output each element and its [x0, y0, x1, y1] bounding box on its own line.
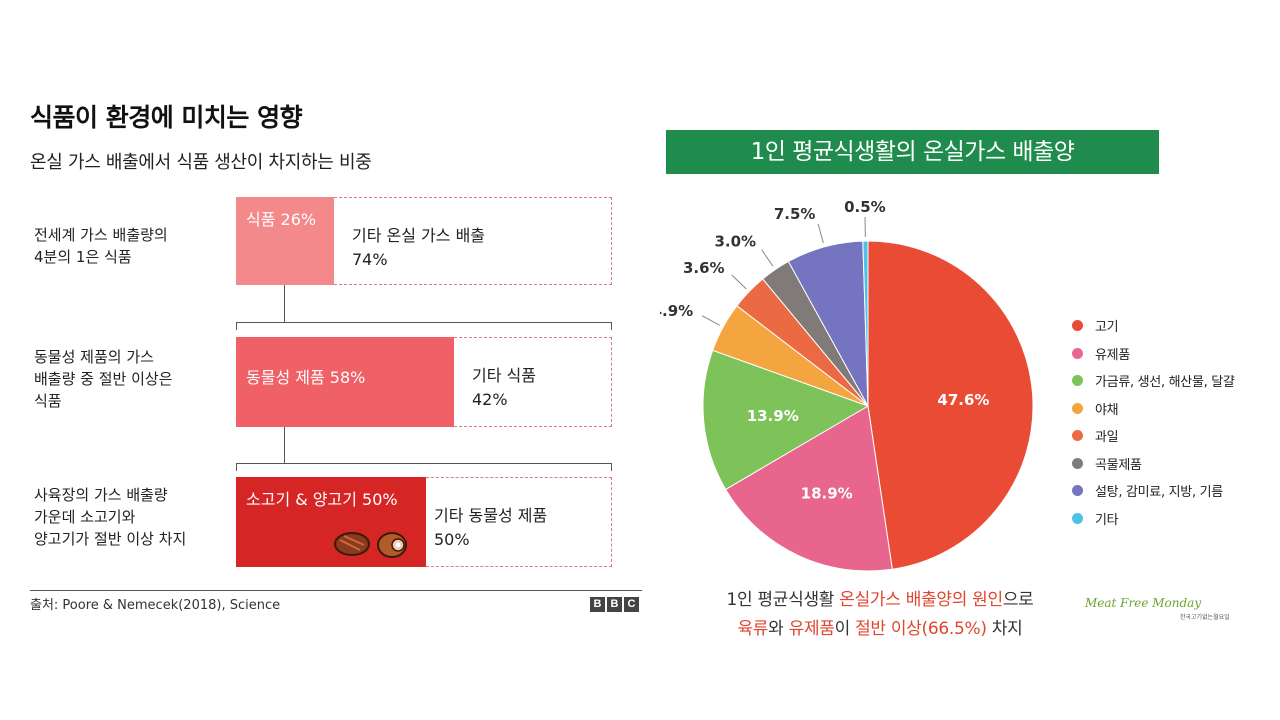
legend-swatch	[1072, 375, 1083, 387]
legend-item: 기타	[1072, 505, 1235, 533]
leader-line	[817, 223, 824, 244]
bbc-logo: B B C	[590, 597, 639, 612]
leader-line	[761, 249, 774, 267]
leader-line	[701, 315, 720, 326]
logo-subtitle: 한국고기없는월요일	[1180, 614, 1230, 621]
slice-value-label: 0.5%	[844, 198, 886, 216]
summary-line-1: 1인 평균식생활 온실가스 배출양의 원인으로	[726, 590, 1034, 610]
legend-item: 곡물제품	[1072, 450, 1235, 478]
pie-slice	[724, 405, 893, 572]
legend-swatch	[1072, 485, 1083, 497]
legend-swatch	[1072, 457, 1083, 469]
legend-label: 가금류, 생선, 해산물, 달걀	[1095, 375, 1235, 391]
bbc-logo-letter: B	[590, 597, 605, 612]
row3-description: 사육장의 가스 배출량 가운데 소고기와 양고기가 절반 이상 차지	[34, 486, 187, 548]
slice-value-label: 3.0%	[714, 232, 756, 250]
slice-value-label: 4.9%	[660, 302, 693, 320]
left-chart-subtitle: 온실 가스 배출에서 식품 생산이 차지하는 비중	[30, 152, 372, 173]
legend-swatch	[1072, 320, 1083, 332]
connector-line	[284, 285, 285, 322]
pie-chart: 47.6% 18.9% 13.9% 4.9% 3.6% 3.0% 7.5% 0.5%	[660, 198, 1034, 572]
meat-free-monday-logo: Meat Free Monday	[1085, 596, 1202, 610]
other-animal-products-box: 기타 동물성 제품 50%	[426, 477, 612, 567]
legend-swatch	[1072, 347, 1083, 359]
meat-icon	[334, 532, 407, 558]
legend-label: 과일	[1095, 430, 1119, 446]
leader-line	[731, 274, 747, 290]
bracket-line	[236, 463, 612, 471]
legend-swatch	[1072, 430, 1083, 442]
legend-label: 고기	[1095, 320, 1119, 336]
row1-description: 전세계 가스 배출량의 4분의 1은 식품	[34, 226, 168, 266]
animal-products-bar: 동물성 제품 58%	[236, 337, 454, 427]
legend-item: 설탕, 감미료, 지방, 기름	[1072, 477, 1235, 505]
legend-item: 과일	[1072, 422, 1235, 450]
beef-lamb-bar: 소고기 & 양고기 50%	[236, 477, 426, 567]
bracket-line	[236, 322, 612, 330]
legend-item: 가금류, 생선, 해산물, 달걀	[1072, 367, 1235, 395]
connector-line	[284, 427, 285, 463]
slice-value-label: 18.9%	[801, 484, 853, 502]
left-chart-title: 식품이 환경에 미치는 영향	[30, 103, 303, 132]
pie-chart-title: 1인 평균식생활의 온실가스 배출양	[666, 130, 1159, 174]
legend-label: 설탕, 감미료, 지방, 기름	[1095, 485, 1223, 501]
bbc-logo-letter: B	[607, 597, 622, 612]
legend-label: 야채	[1095, 402, 1119, 418]
bbc-logo-letter: C	[624, 597, 639, 612]
legend-swatch	[1072, 512, 1083, 524]
other-food-box: 기타 식품 42%	[454, 337, 612, 427]
legend-item: 유제품	[1072, 340, 1235, 368]
slice-value-label: 7.5%	[774, 205, 816, 223]
legend-item: 고기	[1072, 312, 1235, 340]
other-emissions-box: 기타 온실 가스 배출 74%	[334, 197, 612, 285]
pie-slice	[867, 240, 1034, 570]
legend-label: 기타	[1095, 512, 1119, 528]
source-divider	[30, 590, 642, 591]
slice-value-label: 13.9%	[747, 407, 799, 425]
slice-value-label: 3.6%	[683, 259, 725, 277]
legend-label: 곡물제품	[1095, 457, 1142, 473]
row2-description: 동물성 제품의 가스 배출량 중 절반 이상은 식품	[34, 348, 173, 410]
food-share-bar: 식품 26%	[236, 197, 334, 285]
legend-swatch	[1072, 402, 1083, 414]
pie-slice	[702, 349, 870, 491]
legend-item: 야채	[1072, 395, 1235, 423]
slice-value-label: 47.6%	[937, 391, 989, 409]
pie-slice	[862, 240, 869, 407]
legend-label: 유제품	[1095, 347, 1130, 363]
source-text: 출처: Poore & Nemecek(2018), Science	[30, 598, 281, 613]
summary-line-2: 육류와 유제품이 절반 이상(66.5%) 차지	[737, 619, 1023, 639]
